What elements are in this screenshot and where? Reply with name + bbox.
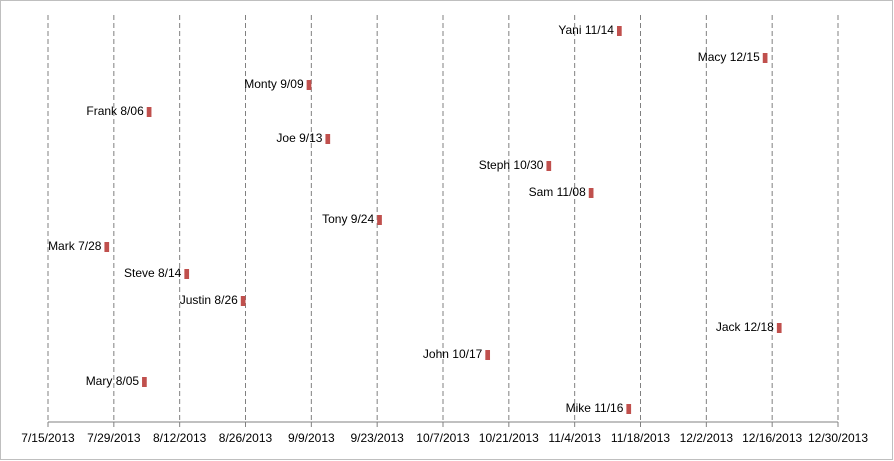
bar-label: Sam 11/08 bbox=[529, 185, 586, 199]
bar-label: Mike 11/16 bbox=[566, 401, 624, 415]
bar bbox=[626, 404, 632, 414]
bar bbox=[184, 269, 190, 279]
bar bbox=[485, 350, 491, 360]
bar bbox=[240, 296, 246, 306]
bar-label: Macy 12/15 bbox=[698, 50, 760, 64]
x-tick-label: 9/9/2013 bbox=[288, 431, 335, 445]
bar-label: Tony 9/24 bbox=[322, 212, 374, 226]
bar bbox=[377, 215, 382, 225]
bar bbox=[588, 188, 594, 198]
bar-label: Joe 9/13 bbox=[276, 131, 322, 145]
bar bbox=[142, 377, 147, 387]
bar bbox=[325, 134, 331, 144]
bar bbox=[762, 53, 768, 63]
bar-label: Yani 11/14 bbox=[558, 23, 614, 37]
x-tick-label: 12/30/2013 bbox=[808, 431, 868, 445]
bar bbox=[776, 323, 782, 333]
x-tick-label: 7/15/2013 bbox=[21, 431, 75, 445]
bar-label: Jack 12/18 bbox=[716, 320, 774, 334]
bar-label: Monty 9/09 bbox=[244, 77, 304, 91]
bar bbox=[306, 80, 312, 90]
x-tick-label: 10/21/2013 bbox=[479, 431, 539, 445]
bar-label: John 10/17 bbox=[423, 347, 483, 361]
x-tick-label: 11/18/2013 bbox=[611, 431, 670, 445]
bar-label: Mary 8/05 bbox=[86, 374, 140, 388]
bar-label: Mark 7/28 bbox=[48, 239, 102, 253]
bar bbox=[104, 242, 110, 252]
x-tick-label: 7/29/2013 bbox=[87, 431, 141, 445]
x-tick-label: 8/26/2013 bbox=[219, 431, 273, 445]
x-tick-label: 9/23/2013 bbox=[350, 431, 404, 445]
x-tick-label: 10/7/2013 bbox=[416, 431, 470, 445]
bar bbox=[146, 107, 152, 117]
x-tick-label: 12/2/2013 bbox=[680, 431, 734, 445]
bar bbox=[616, 26, 622, 36]
bar-label: Steve 8/14 bbox=[124, 266, 182, 280]
bar-label: Justin 8/26 bbox=[180, 293, 238, 307]
bar-label: Steph 10/30 bbox=[479, 158, 544, 172]
bar bbox=[546, 161, 552, 171]
bar-label: Frank 8/06 bbox=[86, 104, 144, 118]
x-tick-label: 11/4/2013 bbox=[548, 431, 601, 445]
x-tick-label: 12/16/2013 bbox=[742, 431, 802, 445]
x-tick-label: 8/12/2013 bbox=[153, 431, 207, 445]
